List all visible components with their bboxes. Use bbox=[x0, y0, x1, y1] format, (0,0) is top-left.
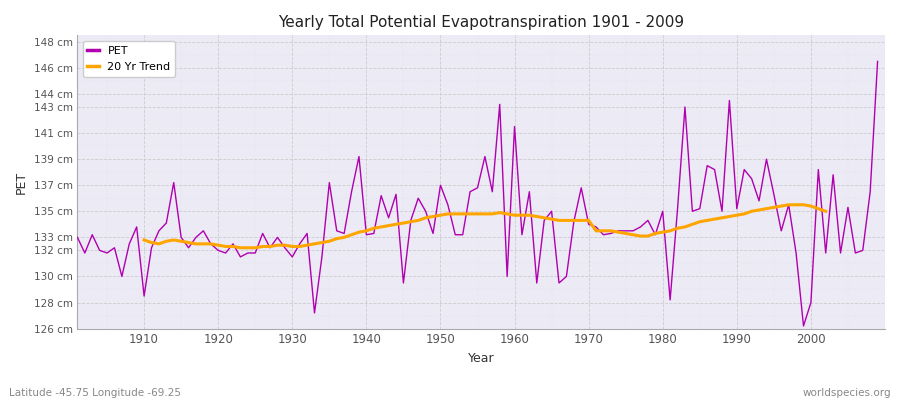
Text: worldspecies.org: worldspecies.org bbox=[803, 388, 891, 398]
20 Yr Trend bbox=[783, 202, 794, 207]
Line: 20 Yr Trend: 20 Yr Trend bbox=[144, 205, 825, 248]
20 Yr Trend bbox=[287, 244, 298, 249]
Title: Yearly Total Potential Evapotranspiration 1901 - 2009: Yearly Total Potential Evapotranspiratio… bbox=[278, 15, 684, 30]
Y-axis label: PET: PET bbox=[15, 170, 28, 194]
PET bbox=[131, 224, 142, 229]
PET bbox=[509, 124, 520, 129]
20 Yr Trend bbox=[687, 222, 698, 227]
Legend: PET, 20 Yr Trend: PET, 20 Yr Trend bbox=[83, 41, 175, 77]
PET bbox=[338, 231, 349, 236]
20 Yr Trend bbox=[257, 244, 268, 249]
Line: PET: PET bbox=[77, 62, 878, 326]
PET bbox=[872, 59, 883, 64]
20 Yr Trend bbox=[820, 209, 831, 214]
PET bbox=[798, 324, 809, 328]
20 Yr Trend bbox=[235, 245, 246, 250]
PET bbox=[501, 274, 512, 279]
X-axis label: Year: Year bbox=[468, 352, 494, 365]
PET bbox=[294, 242, 305, 246]
20 Yr Trend bbox=[620, 231, 631, 236]
PET bbox=[72, 235, 83, 240]
PET bbox=[598, 232, 609, 237]
20 Yr Trend bbox=[228, 244, 238, 249]
20 Yr Trend bbox=[487, 212, 498, 216]
Text: Latitude -45.75 Longitude -69.25: Latitude -45.75 Longitude -69.25 bbox=[9, 388, 181, 398]
20 Yr Trend bbox=[139, 238, 149, 242]
